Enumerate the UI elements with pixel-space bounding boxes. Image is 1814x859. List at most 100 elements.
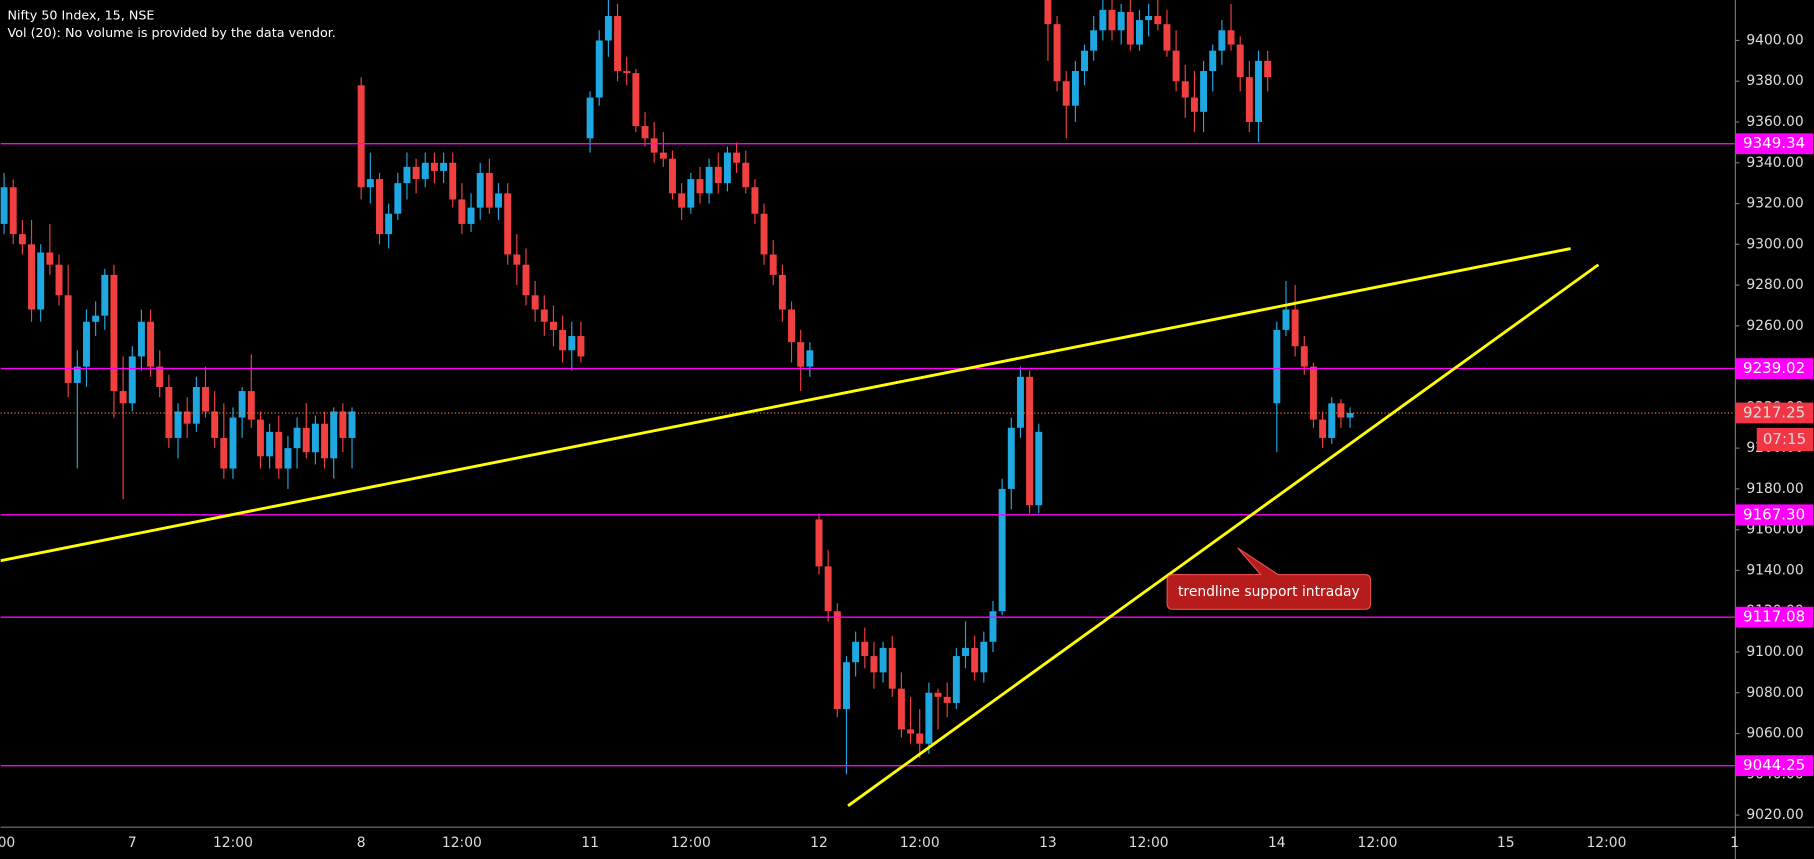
candle-body bbox=[256, 419, 264, 457]
candle-body bbox=[1190, 97, 1198, 112]
candle-body bbox=[1163, 24, 1171, 51]
x-tick-label: 12:00 bbox=[442, 835, 482, 851]
candle-body bbox=[549, 321, 557, 330]
y-tick-label: 9380.00 bbox=[1746, 73, 1803, 89]
candle-body bbox=[861, 641, 869, 657]
y-tick-label: 9340.00 bbox=[1746, 155, 1803, 171]
candle-body bbox=[870, 656, 878, 673]
candle-body bbox=[1200, 71, 1208, 112]
candle-body bbox=[128, 356, 136, 404]
candle-body bbox=[1053, 24, 1061, 82]
candle-body bbox=[1291, 309, 1299, 347]
candle-body bbox=[1328, 403, 1336, 438]
candle-body bbox=[705, 166, 713, 194]
candle-body bbox=[687, 179, 695, 208]
candle-body bbox=[1282, 309, 1290, 330]
candle-body bbox=[659, 152, 667, 159]
trendline bbox=[847, 263, 1600, 807]
level-label: 9044.25 bbox=[1743, 756, 1805, 774]
x-tick-label: 12 bbox=[810, 835, 828, 851]
candle-body bbox=[311, 423, 319, 453]
candle-body bbox=[403, 166, 411, 184]
candle-body bbox=[815, 519, 823, 567]
candle-body bbox=[183, 411, 191, 424]
candle-body bbox=[1062, 81, 1070, 106]
x-tick-label: :00 bbox=[0, 835, 15, 851]
candle-body bbox=[586, 97, 594, 139]
candle-body bbox=[1007, 427, 1015, 489]
candle-body bbox=[0, 187, 8, 224]
candle-body bbox=[1126, 11, 1134, 45]
candle-body bbox=[733, 152, 741, 163]
candle-body bbox=[1227, 30, 1235, 45]
candle-body bbox=[476, 172, 484, 208]
candle-body bbox=[147, 321, 155, 367]
countdown: 07:15 bbox=[1763, 430, 1806, 448]
candle-body bbox=[769, 254, 777, 275]
x-tick-label: 12:00 bbox=[213, 835, 253, 851]
candle-body bbox=[632, 73, 640, 127]
candle-body bbox=[412, 166, 420, 180]
candle-body bbox=[531, 295, 539, 310]
trendline bbox=[0, 247, 1571, 563]
candle-body bbox=[92, 315, 100, 322]
x-tick-label: 8 bbox=[357, 835, 366, 851]
candle-body bbox=[339, 411, 347, 438]
candle-body bbox=[1181, 81, 1189, 98]
y-tick-label: 9360.00 bbox=[1746, 114, 1803, 130]
candle-body bbox=[440, 162, 448, 171]
candle-body bbox=[797, 342, 805, 367]
x-tick-label: 12:00 bbox=[671, 835, 711, 851]
x-tick-label: 15 bbox=[1497, 835, 1515, 851]
candle-body bbox=[1209, 50, 1217, 72]
candle-body bbox=[485, 172, 493, 208]
candle-body bbox=[449, 162, 457, 200]
candle-body bbox=[357, 85, 365, 188]
level-label: 9349.34 bbox=[1743, 134, 1805, 152]
x-tick-label: 11 bbox=[581, 835, 599, 851]
level-label-box bbox=[1735, 358, 1814, 380]
candle-body bbox=[650, 138, 658, 153]
candle-body bbox=[897, 688, 905, 730]
candle-body bbox=[64, 295, 72, 383]
candle-body bbox=[83, 321, 90, 367]
x-tick-label: 12:00 bbox=[1586, 835, 1626, 851]
candle-body bbox=[641, 126, 649, 139]
level-label: 9117.08 bbox=[1743, 608, 1805, 626]
candle-body bbox=[623, 71, 631, 74]
candle-body bbox=[1090, 30, 1098, 51]
chart-subtitle: Vol (20): No volume is provided by the d… bbox=[8, 25, 336, 40]
candle-body bbox=[1255, 60, 1262, 123]
y-tick-label: 9140.00 bbox=[1746, 562, 1803, 578]
candle-body bbox=[385, 213, 393, 235]
x-tick-label: 7 bbox=[128, 835, 137, 851]
candle-body bbox=[1337, 403, 1345, 418]
candle-body bbox=[1145, 16, 1153, 21]
candle-body bbox=[202, 386, 209, 412]
candle-body bbox=[723, 152, 731, 184]
candle-body bbox=[989, 611, 997, 642]
candle-body bbox=[266, 431, 274, 457]
x-tick-label: 12:00 bbox=[1129, 835, 1169, 851]
annotation-bubble bbox=[1166, 547, 1372, 610]
candle-body bbox=[595, 40, 603, 98]
candle-body bbox=[18, 234, 26, 245]
candle-body bbox=[540, 309, 548, 322]
candle-body bbox=[458, 199, 466, 224]
x-tick-label: 12:00 bbox=[1358, 835, 1398, 851]
annotation-text: trendline support intraday bbox=[1178, 584, 1360, 600]
y-tick-label: 9080.00 bbox=[1746, 685, 1803, 701]
candle-body bbox=[778, 274, 786, 310]
candle-body bbox=[28, 244, 36, 310]
candle-body bbox=[943, 696, 951, 703]
candle-body bbox=[321, 423, 329, 459]
drawings: trendline support intraday bbox=[0, 247, 1600, 807]
candle-body bbox=[678, 193, 686, 208]
candle-body bbox=[9, 187, 17, 235]
candle-body bbox=[73, 366, 81, 383]
candle-body bbox=[907, 729, 915, 734]
candle-body bbox=[1218, 30, 1226, 51]
y-tick-label: 9300.00 bbox=[1746, 236, 1803, 252]
candle-body bbox=[824, 566, 832, 612]
level-label: 9239.02 bbox=[1743, 359, 1805, 377]
